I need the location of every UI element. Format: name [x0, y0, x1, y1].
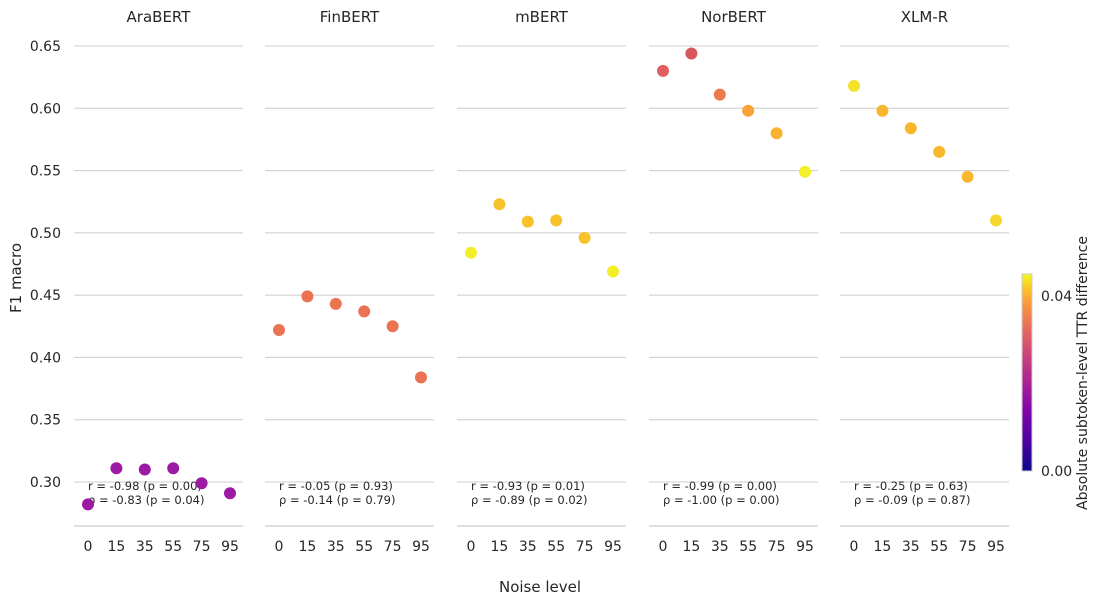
x-tick-label: 75 — [193, 539, 211, 555]
panel-title: NorBERT — [701, 8, 767, 26]
panel-title: mBERT — [515, 8, 569, 26]
data-point — [329, 297, 342, 310]
correlation-label: ρ = -1.00 (p = 0.00) — [663, 493, 779, 507]
data-point — [742, 104, 755, 117]
panel-title: AraBERT — [127, 8, 192, 26]
x-tick-label: 35 — [519, 539, 537, 555]
y-tick-label: 0.60 — [30, 101, 61, 117]
x-tick-label: 15 — [873, 539, 891, 555]
y-tick-label: 0.50 — [30, 226, 61, 242]
data-point — [167, 462, 180, 475]
y-tick-label: 0.30 — [30, 475, 61, 491]
data-point — [685, 47, 698, 60]
correlation-label: r = -0.93 (p = 0.01) — [471, 479, 585, 493]
data-point — [657, 64, 669, 77]
panel-xlm-r: XLM-R 0 15 35 55 75 95 r = -0.25 (p = 0.63)ρ = … — [840, 8, 1009, 555]
x-tick-label: 35 — [711, 539, 729, 555]
correlation-label: ρ = -0.09 (p = 0.87) — [854, 493, 970, 507]
x-tick-label: 0 — [850, 539, 859, 555]
x-tick-label: 55 — [739, 539, 757, 555]
data-point — [521, 215, 534, 228]
y-tick-label: 0.35 — [30, 413, 61, 429]
x-tick-label: 55 — [164, 539, 182, 555]
data-point — [770, 127, 783, 140]
x-tick-label: 95 — [412, 539, 430, 555]
x-tick-label: 95 — [987, 539, 1005, 555]
data-point — [415, 371, 427, 384]
correlation-label: ρ = -0.89 (p = 0.02) — [471, 493, 587, 507]
x-tick-label: 55 — [930, 539, 948, 555]
x-tick-label: 35 — [902, 539, 920, 555]
panel-finbert: FinBERT 0 15 35 55 75 95 r = -0.05 (p = 0.93)ρ … — [265, 8, 434, 555]
x-tick-label: 35 — [136, 539, 154, 555]
data-point — [465, 246, 477, 259]
x-tick-label: 55 — [547, 539, 565, 555]
data-point — [138, 463, 151, 476]
x-tick-label: 0 — [659, 539, 668, 555]
x-tick-label: 95 — [604, 539, 622, 555]
panel-norbert: NorBERT 0 15 35 55 75 95 r = -0.99 (p = 0.00)ρ … — [649, 8, 818, 555]
data-point — [961, 170, 974, 183]
data-point — [799, 165, 811, 178]
correlation-label: r = -0.98 (p = 0.00) — [88, 479, 202, 493]
panel-mbert: mBERT 0 15 35 55 75 95 r = -0.93 (p = 0.01)ρ = … — [457, 8, 626, 555]
x-tick-label: 95 — [221, 539, 239, 555]
data-point — [358, 305, 371, 318]
data-point — [82, 498, 94, 511]
y-tick-label: 0.40 — [30, 350, 61, 366]
correlation-label: ρ = -0.14 (p = 0.79) — [279, 493, 395, 507]
correlation-label: ρ = -0.83 (p = 0.04) — [88, 493, 204, 507]
panel-title: XLM-R — [901, 8, 948, 26]
correlation-label: r = -0.99 (p = 0.00) — [663, 479, 777, 493]
data-point — [224, 487, 236, 500]
correlation-label: r = -0.05 (p = 0.93) — [279, 479, 393, 493]
x-tick-label: 75 — [384, 539, 402, 555]
x-tick-label: 75 — [576, 539, 594, 555]
colorbar-tick-label: 0.00 — [1041, 464, 1072, 480]
x-tick-label: 75 — [959, 539, 977, 555]
correlation-label: r = -0.25 (p = 0.63) — [854, 479, 968, 493]
y-axis-label: F1 macro — [7, 243, 25, 313]
y-axis: 0.30 0.35 0.40 0.45 0.50 0.55 0.60 0.65 — [30, 39, 61, 491]
x-tick-label: 95 — [796, 539, 814, 555]
data-point — [550, 214, 563, 227]
y-tick-label: 0.65 — [30, 39, 61, 55]
data-point — [713, 88, 726, 101]
x-tick-label: 0 — [467, 539, 476, 555]
data-point — [578, 231, 591, 244]
colorbar-label: Absolute subtoken-level TTR difference — [1075, 236, 1091, 510]
data-point — [876, 104, 889, 117]
x-tick-label: 0 — [84, 539, 93, 555]
x-tick-label: 35 — [327, 539, 345, 555]
x-tick-label: 15 — [490, 539, 508, 555]
x-axis-label: Noise level — [499, 578, 581, 596]
y-tick-label: 0.45 — [30, 288, 61, 304]
x-tick-label: 0 — [275, 539, 284, 555]
data-point — [386, 320, 399, 333]
panel-arabert: AraBERT 0 15 35 55 75 95 r = -0.98 (p = 0.00)ρ … — [74, 8, 243, 555]
panel-title: FinBERT — [320, 8, 380, 26]
data-point — [904, 122, 917, 135]
x-tick-label: 15 — [298, 539, 316, 555]
x-tick-label: 55 — [355, 539, 373, 555]
x-tick-label: 15 — [682, 539, 700, 555]
data-point — [607, 265, 619, 278]
colorbar-gradient — [1021, 273, 1033, 472]
data-point — [195, 477, 208, 490]
data-point — [301, 290, 314, 303]
colorbar: 0.00 0.04 Absolute subtoken-level TTR diff… — [1021, 236, 1091, 510]
data-point — [493, 198, 506, 211]
data-point — [110, 462, 123, 475]
y-tick-label: 0.55 — [30, 164, 61, 180]
x-tick-label: 15 — [107, 539, 125, 555]
colorbar-tick-label: 0.04 — [1041, 289, 1072, 305]
data-point — [933, 145, 946, 158]
x-tick-label: 75 — [768, 539, 786, 555]
data-point — [273, 324, 285, 337]
data-point — [990, 214, 1002, 227]
data-point — [848, 79, 860, 92]
